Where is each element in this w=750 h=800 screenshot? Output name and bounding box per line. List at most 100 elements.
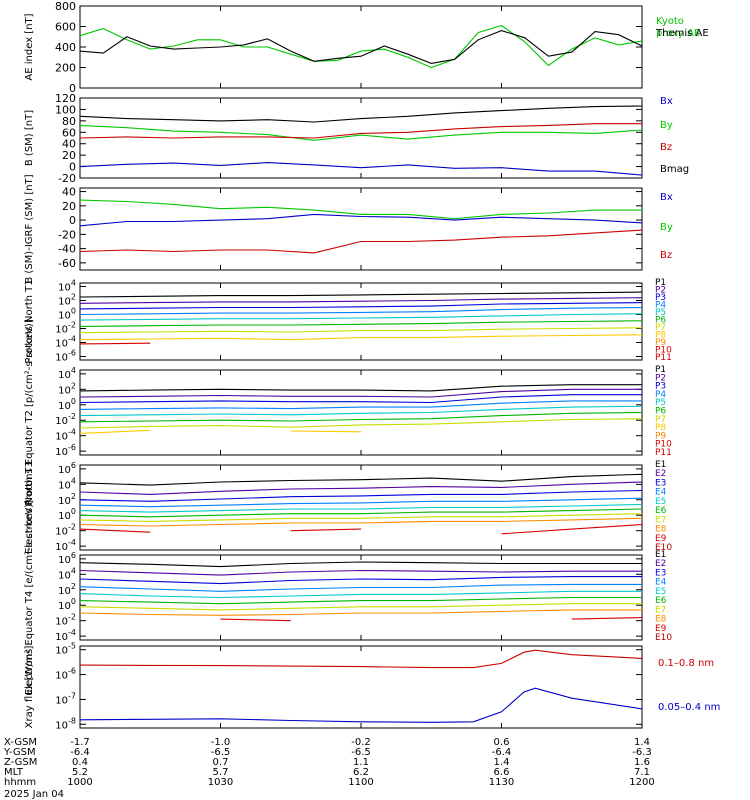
legend-label: Bz (660, 142, 672, 153)
legend-label: E4 (655, 488, 667, 498)
axis-row-value: 0.6 (494, 737, 510, 748)
y-tick-label: 10-6 (55, 349, 76, 364)
axis-row-value: -6.4 (492, 747, 512, 758)
series-line-e8 (79, 609, 642, 616)
series-line-p3 (79, 394, 642, 404)
y-axis-label: Protons North T1 (24, 279, 35, 363)
legend-label: E2 (655, 469, 666, 479)
axis-row-value: 0.7 (213, 757, 229, 768)
series-line-e8 (79, 517, 643, 527)
axis-row-value: -0.2 (351, 737, 371, 748)
y-axis-label: Electrons North T3 (24, 461, 35, 554)
y-tick-label: 10-5 (55, 642, 76, 657)
axis-row-value: 5.7 (213, 767, 229, 778)
legend-label: P3 (655, 293, 666, 303)
y-tick-label: 80 (62, 115, 76, 128)
legend-label: P5 (655, 308, 666, 318)
axis-row-value: 1100 (348, 777, 373, 788)
series-line-p7 (79, 418, 643, 429)
legend-label: P9 (655, 431, 666, 441)
legend-label: P3 (655, 382, 666, 392)
legend-label: E4 (655, 578, 667, 588)
series-line-p1 (79, 291, 643, 298)
y-tick-label: 10-4 (55, 335, 76, 350)
series-line-e9 (79, 523, 643, 535)
plot-frame (79, 369, 643, 456)
axis-row-value: -6.5 (351, 747, 371, 758)
y-tick-label: 100 (58, 397, 76, 412)
y-tick-label: 102 (58, 492, 76, 507)
legend-label: P6 (655, 316, 666, 326)
y-tick-label: 40 (62, 138, 76, 151)
legend-label: Themis AE (655, 28, 709, 39)
axis-row-value: -6.4 (70, 747, 90, 758)
y-tick-label: 0 (69, 214, 76, 227)
series-line-e5 (79, 503, 643, 513)
legend-label: E5 (655, 587, 666, 597)
series-line-p4 (79, 306, 643, 316)
legend-label: P1 (655, 365, 666, 375)
y-tick-label: 10-2 (55, 412, 76, 427)
series-line-p1 (79, 384, 642, 392)
y-tick-label: 102 (58, 381, 76, 396)
axis-row-value: 5.2 (72, 767, 88, 778)
legend-label: P8 (655, 423, 666, 433)
y-axis-label: Electrons Equator T4 [e/(cm²-s-sr-keV)] (24, 500, 35, 695)
legend-label: P11 (655, 448, 672, 458)
axis-row-value: 7.1 (634, 767, 650, 778)
axis-row-value: 0.4 (72, 757, 88, 768)
legend-label: E6 (655, 596, 667, 606)
axis-row-value: 1200 (629, 777, 654, 788)
series-line-e7 (79, 603, 642, 611)
y-axis-label: B (SM)-IGRF (SM) [nT] (24, 174, 35, 283)
axis-row-value: 6.2 (353, 767, 369, 778)
legend-label: P4 (655, 390, 666, 400)
legend-label: P7 (655, 415, 666, 425)
series-line-kyoto-proxy-ae (79, 24, 643, 69)
series-line-p8 (79, 429, 362, 434)
y-tick-label: 100 (58, 597, 76, 612)
y-tick-label: 104 (58, 476, 76, 491)
legend-label: E8 (655, 615, 667, 625)
axis-row-label: Y-GSM (3, 747, 36, 758)
axis-row-value: 1130 (489, 777, 514, 788)
y-tick-label: 102 (58, 293, 76, 308)
y-axis-label: Xray flux [W/m²] (24, 646, 35, 729)
plot-frame (79, 645, 643, 729)
panel-8: 10-5 10-6 10-7 10-8 Xray flux [W/m²] 0.1–0.8 … (24, 642, 720, 732)
legend-label: E7 (655, 515, 666, 525)
legend-label: P7 (655, 323, 666, 333)
series-line-e3 (79, 489, 643, 502)
axis-row-value: -6.5 (211, 747, 231, 758)
series-line-e3 (79, 576, 642, 585)
axis-row-label: hhmm (4, 777, 36, 788)
y-tick-label: 10-4 (55, 428, 76, 443)
legend-label: 0.05–0.4 nm (658, 702, 720, 713)
legend-label: E8 (655, 525, 667, 535)
series-line-e1 (79, 561, 642, 568)
series-line-e4 (79, 583, 642, 592)
legend-label: Bz (660, 250, 672, 261)
axis-row-value: -1.0 (211, 737, 231, 748)
y-tick-label: 100 (55, 103, 76, 116)
legend-label: P10 (655, 346, 672, 356)
y-tick-label: 120 (55, 92, 76, 105)
series-line-p5 (79, 405, 643, 417)
axis-row-value: -1.7 (70, 737, 90, 748)
y-tick-label: -60 (58, 257, 76, 270)
legend-label: proxy AE (656, 28, 700, 39)
series-line-e7 (79, 513, 643, 522)
series-line-e4 (79, 497, 643, 508)
legend-label: P1 (655, 278, 666, 288)
series-line-0-1-0-8-nm (79, 649, 643, 669)
legend-label: 0.1–0.8 nm (658, 658, 714, 669)
y-tick-label: 40 (62, 186, 76, 199)
legend-label: P10 (655, 440, 672, 450)
legend-label: P2 (655, 373, 666, 383)
series-line-e6 (79, 508, 643, 518)
y-axis-label: AE index [nT] (24, 13, 35, 80)
legend-label: P4 (655, 301, 666, 311)
